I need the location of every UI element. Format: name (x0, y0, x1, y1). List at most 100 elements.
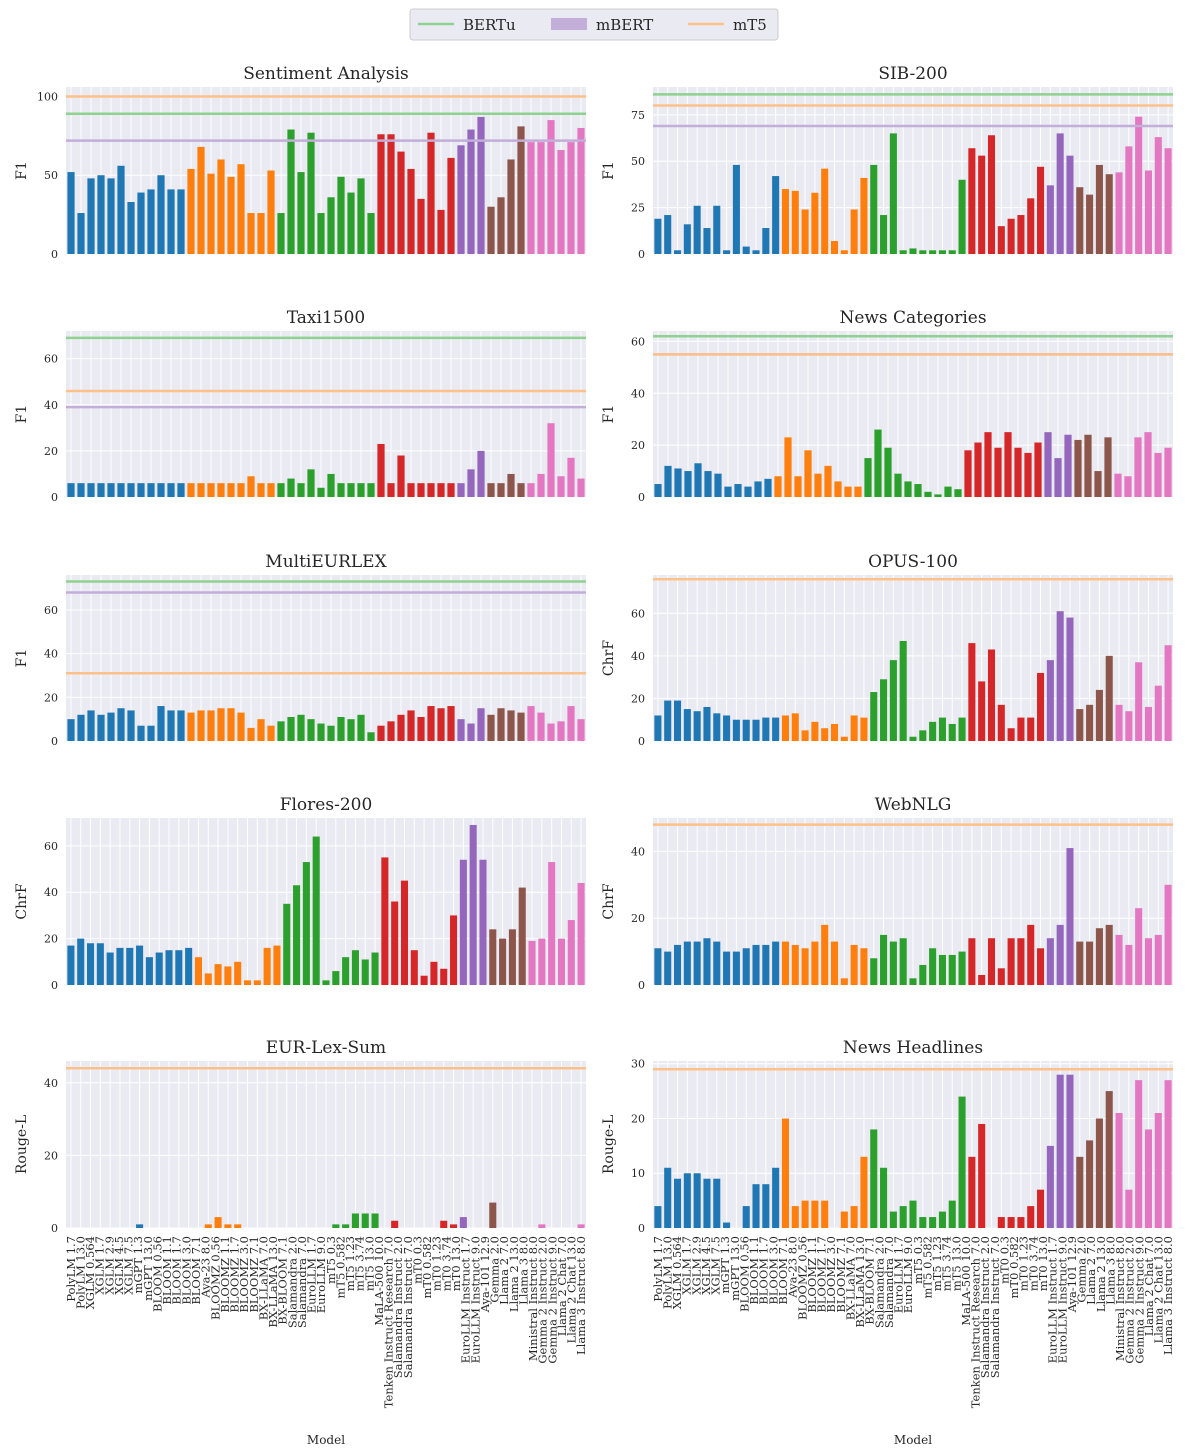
bar (919, 1217, 927, 1228)
x-tick-label: mT0 3.74 (1026, 1236, 1040, 1291)
chart-news-headlines: 0 10 20 30 News Headlines Rouge-L PolyLM 1.7Po… (601, 1038, 1175, 1447)
bar (469, 824, 477, 985)
bar (337, 483, 345, 497)
x-tick-label: mGPT 13.0 (728, 1236, 742, 1301)
bar (327, 725, 335, 741)
y-axis-label: ChrF (14, 883, 30, 919)
bar (801, 209, 809, 254)
bar (781, 941, 789, 985)
x-tick-label: Llama 3 Instruct 8.0 (1161, 1236, 1175, 1355)
x-tick-label: mT5 0.3 (324, 1236, 338, 1284)
x-tick-label: XGLM 1.7 (93, 1236, 107, 1295)
bar (938, 250, 946, 254)
bar (377, 134, 385, 254)
bar (929, 250, 937, 254)
bar (1095, 928, 1103, 985)
x-tick-label: PolyLM 1.7 (64, 1236, 78, 1302)
bar (538, 938, 546, 985)
y-tick-label: 75 (631, 109, 645, 122)
bar (904, 481, 912, 497)
bar (1125, 1189, 1133, 1228)
bar (954, 489, 962, 497)
bar (1124, 476, 1132, 497)
bar (742, 948, 750, 985)
bar (1154, 452, 1162, 497)
chart-eur-lex-sum: 0 20 40 EUR-Lex-Sum Rouge-L PolyLM 1.7PolyLM … (14, 1038, 588, 1447)
bar (447, 157, 455, 254)
bar (781, 715, 789, 741)
bar (447, 483, 455, 497)
bar (821, 924, 829, 985)
bar (136, 1224, 144, 1228)
bar (948, 723, 956, 741)
bar (217, 483, 225, 497)
bar (724, 486, 732, 497)
bar (1037, 948, 1045, 985)
bar (968, 938, 976, 985)
bar (1064, 434, 1072, 497)
bar (147, 725, 155, 741)
x-tick-label: mT0 3.74 (439, 1236, 453, 1291)
chart-title: Flores-200 (280, 795, 373, 815)
bar (1027, 198, 1035, 254)
bar (227, 483, 235, 497)
bar (978, 681, 986, 741)
bar (1017, 717, 1025, 741)
bar (197, 483, 205, 497)
bar (909, 736, 917, 741)
bar (664, 700, 672, 741)
x-tick-label: mT0 1.23 (430, 1236, 444, 1291)
bar (664, 215, 672, 254)
bar (1037, 1189, 1045, 1228)
y-tick-label: 20 (44, 1149, 58, 1162)
x-tick-label: Llama 3 8.0 (1103, 1236, 1117, 1305)
bar (987, 649, 996, 741)
x-tick-label: XGLM 4.5 (112, 1236, 126, 1295)
bar (407, 168, 415, 254)
x-tick-label: BLOOM 7.1 (776, 1236, 790, 1305)
x-tick-label: mT5 1.23 (343, 1236, 357, 1291)
x-tick-label: Llama 2 Chat 7.0 (555, 1236, 569, 1336)
bar (968, 1156, 976, 1228)
bar (1086, 704, 1094, 741)
y-tick-label: 20 (44, 691, 58, 704)
bar (77, 714, 85, 741)
bar (527, 483, 535, 497)
bar (1066, 848, 1074, 985)
bar (467, 129, 475, 254)
bar (1105, 1091, 1113, 1228)
x-tick-label: XGLM 1.7 (680, 1236, 694, 1295)
x-tick-label: Gemma 2 Instruct 9.0 (545, 1236, 559, 1364)
bar (1024, 452, 1032, 497)
bar (1017, 1217, 1025, 1228)
bar (391, 901, 399, 985)
bar (1076, 187, 1084, 254)
bar (850, 715, 858, 741)
bar (197, 146, 205, 254)
bar (96, 943, 104, 985)
bar (237, 164, 245, 254)
bar (1017, 215, 1025, 254)
y-axis-label: F1 (14, 405, 30, 424)
bar (357, 178, 365, 254)
bar (214, 1217, 222, 1228)
bar (527, 142, 535, 254)
bar (237, 712, 245, 741)
bar (693, 941, 701, 985)
bar (277, 213, 285, 254)
x-tick-label: Salamandra 2.0 (285, 1236, 299, 1328)
bar (430, 961, 438, 985)
x-tick-label: mT5 13.0 (949, 1236, 963, 1291)
x-tick-label: EuroLLM Instruct 1.7 (459, 1236, 473, 1363)
bar (870, 692, 878, 741)
bar (1095, 1118, 1103, 1228)
bar (440, 1220, 448, 1228)
bar (762, 228, 770, 254)
bar (948, 250, 956, 254)
bar (772, 941, 780, 985)
x-tick-label: BLOOMZ 0.56 (795, 1236, 809, 1320)
y-tick-label: 20 (631, 1112, 645, 1125)
bar (137, 483, 145, 497)
bar (1105, 924, 1113, 985)
chart-title: SIB-200 (878, 64, 947, 84)
